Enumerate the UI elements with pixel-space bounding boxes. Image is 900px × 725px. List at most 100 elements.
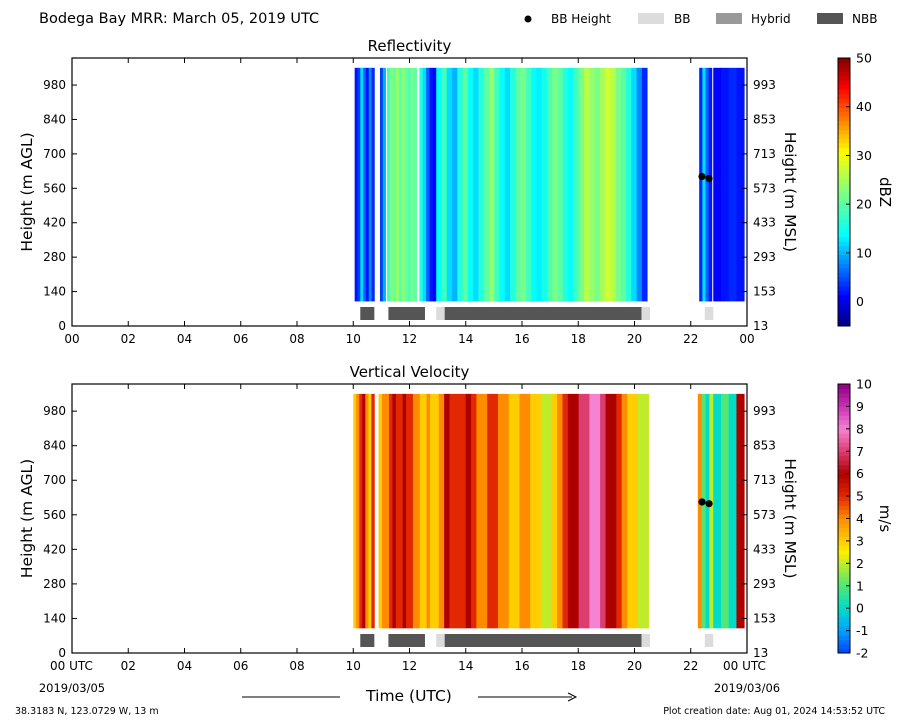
colorbar-band [838,66,850,72]
y-tick-label: 280 [43,577,66,591]
colorbar-band [838,558,850,564]
data-column [356,393,360,629]
colorbar-tick-label: 9 [856,399,864,414]
data-column [389,67,394,302]
data-column [465,393,472,629]
colorbar-band [838,437,850,443]
data-column [402,393,407,629]
colorbar-band [838,187,850,193]
colorbar-band [838,312,850,318]
data-column [519,393,526,629]
data-column [452,67,458,302]
y-axis-label-right: Height (m MSL) [781,132,799,252]
legend-swatch-bb [638,13,664,24]
colorbar-band [838,567,850,573]
data-column [709,393,714,629]
colorbar-band [838,178,850,184]
data-column [641,67,648,302]
colorbar-band [838,388,850,394]
data-column [436,67,442,302]
colorbar-tick-label: 8 [856,421,864,436]
colorbar-band [838,254,850,260]
data-column [530,393,537,629]
data-column [481,393,488,629]
data-column [399,393,404,629]
data-column [583,67,590,302]
data-column [401,67,406,302]
colorbar-band [838,272,850,278]
data-column [497,393,504,629]
data-column [589,393,596,629]
data-column [385,393,390,629]
data-column [702,67,706,302]
bb-height-point [698,172,706,181]
colorbar-tick-label: 20 [856,197,872,212]
data-column [365,67,370,302]
end-date-label: 2019/03/06 [714,681,780,695]
bb-type-bar-nbb [444,307,642,320]
data-column [546,67,553,302]
y-tick-label: 980 [43,78,66,92]
data-column [446,67,453,302]
colorbar-label: dBZ [876,177,894,207]
x-tick-label: 14 [458,332,473,346]
colorbar-band [838,505,850,511]
bb-type-bars [360,307,714,320]
y-tick-label: 140 [43,285,66,299]
colorbar-band [838,384,850,389]
data-column [551,393,558,629]
data-column [426,393,431,629]
bb-type-bar-nbb [388,307,425,320]
data-column [627,393,633,629]
colorbar-band [838,102,850,108]
colorbar-tick-label: 10 [856,245,872,260]
colorbar-band [838,214,850,220]
bb-type-bar-nbb [388,634,425,647]
colorbar-band [838,563,850,569]
x-tick-label: 14 [458,659,473,673]
x-tick-label: 16 [514,332,529,346]
data-column [404,67,409,302]
x-tick-label: 02 [121,332,136,346]
data-column [535,393,542,629]
x-tick-label: 18 [571,332,586,346]
data-column [636,67,643,302]
x-tick-label: 00 UTC [723,659,766,673]
data-column [483,67,490,302]
colorbar-band [838,527,850,533]
data-column [616,393,623,629]
legend-swatch-nbb [817,13,843,24]
x-tick-label: 02 [121,659,136,673]
colorbar-band [838,617,850,623]
data-column [444,393,450,629]
legend-dot-bb-height [524,15,532,23]
data-column [536,67,543,302]
colorbar-band [838,303,850,309]
data-column [368,67,372,302]
data-column [438,393,445,629]
colorbar-band [838,169,850,175]
x-tick-label: 10 [346,332,361,346]
colorbar-band [838,192,850,197]
colorbar-band [838,75,850,81]
data-column [410,67,414,302]
y-axis: 0 13 140 153 280 293 420 433 560 573 700 713 840 853 9… [43,404,776,660]
x-tick-label: 10 [346,659,361,673]
colorbar-band [838,174,850,180]
colorbar-tick-label: 50 [856,51,872,66]
bb-height-point [698,498,706,506]
colorbar-band [838,276,850,282]
data-column [398,67,403,302]
colorbar-band [838,433,850,439]
colorbar-band [838,401,850,407]
data-column [387,67,391,302]
data-column [562,67,569,302]
data-column [454,393,461,629]
colorbar-tick-label: -1 [856,623,868,638]
colorbar-band [838,469,850,475]
data-column [382,67,386,302]
colorbar-band [838,241,850,247]
start-date-label: 2019/03/05 [39,681,105,695]
